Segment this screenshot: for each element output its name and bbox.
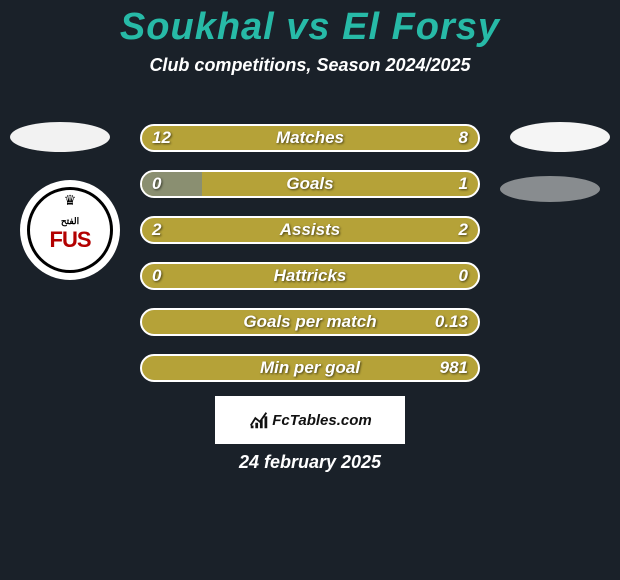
bar-value-right: 981 — [440, 358, 468, 378]
player-badge-right — [510, 122, 610, 152]
bar-label: Min per goal — [142, 358, 478, 378]
brand-footer: FcTables.com — [215, 396, 405, 444]
fctables-icon — [248, 409, 270, 431]
logo-script: الفتح — [61, 216, 79, 227]
bar-label: Hattricks — [142, 266, 478, 286]
date-label: 24 february 2025 — [0, 452, 620, 473]
stat-bar: 0Goals1 — [140, 170, 480, 198]
club-logo-left: ♛ الفتح FUS — [20, 180, 120, 280]
bar-value-right: 0 — [459, 266, 468, 286]
stat-bar: 0Hattricks0 — [140, 262, 480, 290]
season-subtitle: Club competitions, Season 2024/2025 — [0, 55, 620, 76]
stat-bar: Goals per match0.13 — [140, 308, 480, 336]
bar-label: Goals — [142, 174, 478, 194]
logo-fus-text: FUS — [50, 227, 91, 253]
bar-value-right: 1 — [459, 174, 468, 194]
stat-bar: 12Matches8 — [140, 124, 480, 152]
stat-bar: 2Assists2 — [140, 216, 480, 244]
bar-label: Matches — [142, 128, 478, 148]
brand-text: FcTables.com — [272, 412, 371, 429]
stat-bar: Min per goal981 — [140, 354, 480, 382]
player-badge-left — [10, 122, 110, 152]
bar-label: Goals per match — [142, 312, 478, 332]
crown-icon: ♛ — [64, 192, 77, 209]
stats-bars: 12Matches80Goals12Assists20Hattricks0Goa… — [140, 124, 480, 400]
bar-value-right: 0.13 — [435, 312, 468, 332]
bar-value-right: 2 — [459, 220, 468, 240]
comparison-title: Soukhal vs El Forsy — [0, 6, 620, 49]
bar-value-right: 8 — [459, 128, 468, 148]
club-badge-right — [500, 176, 600, 202]
bar-label: Assists — [142, 220, 478, 240]
